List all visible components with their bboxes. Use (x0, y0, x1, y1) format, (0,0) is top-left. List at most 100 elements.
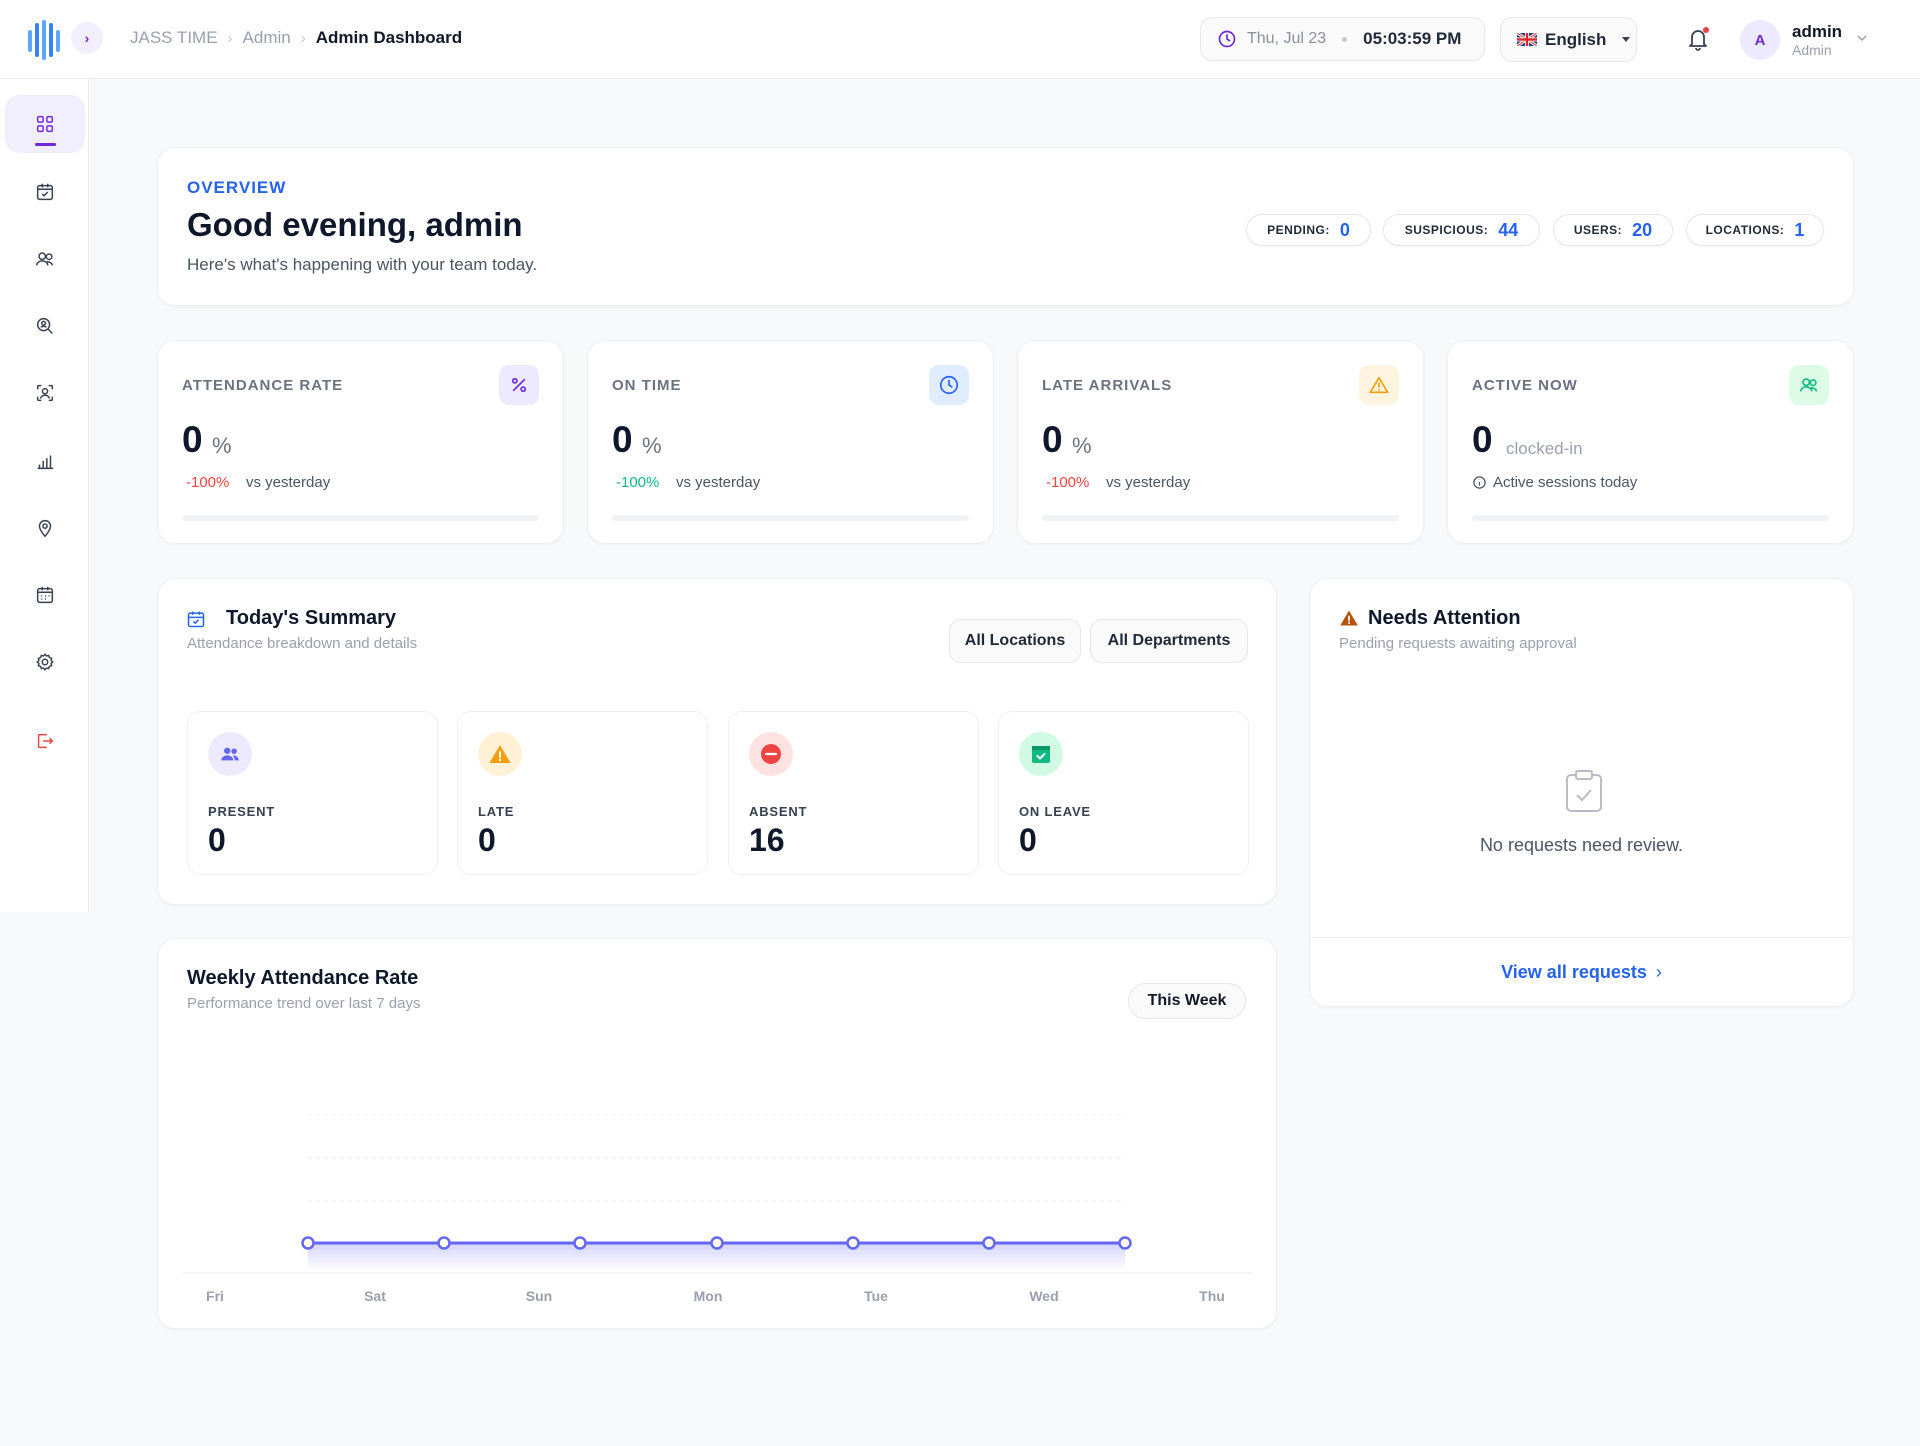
view-all-requests-link[interactable]: View all requests › (1310, 962, 1853, 983)
stat-value: 0 (612, 419, 633, 460)
data-point[interactable] (710, 1236, 724, 1250)
pill-value: 1 (1794, 219, 1805, 240)
minus-circle-icon (749, 732, 793, 776)
chevron-down-icon[interactable] (1856, 32, 1868, 44)
pill-value: 0 (1339, 219, 1350, 240)
notification-badge (1703, 27, 1709, 33)
sidebar-item-search[interactable] (5, 297, 85, 355)
stat-comparison: vs yesterday (676, 474, 761, 491)
page-subtitle: Here's what's happening with your team t… (187, 255, 538, 274)
app-logo-icon[interactable] (26, 20, 62, 60)
data-point[interactable] (437, 1236, 451, 1250)
todays-summary-card: Today's Summary Attendance breakdown and… (157, 578, 1277, 905)
section-subtitle: Attendance breakdown and details (187, 635, 418, 652)
weekly-attendance-card: Weekly Attendance Rate Performance trend… (157, 938, 1277, 1329)
active-now-card: ACTIVE NOW 0 clocked-in Active sessions … (1447, 340, 1854, 544)
user-name[interactable]: admin (1792, 22, 1843, 41)
warning-icon (1359, 365, 1399, 405)
on-time-card: ON TIME 0 % -100% vs yesterday (587, 340, 994, 544)
absent-summary-tile[interactable]: ABSENT 16 (728, 711, 979, 875)
x-tick-label: Tue (864, 1288, 888, 1304)
warning-icon (1340, 610, 1358, 626)
series-area (308, 1243, 1125, 1271)
breadcrumb-item[interactable]: JASS TIME (130, 28, 218, 47)
notification-bell-icon[interactable] (1686, 26, 1710, 52)
pill-value: 20 (1632, 219, 1653, 240)
stat-unit: % (212, 433, 232, 458)
breadcrumb-current: Admin Dashboard (315, 28, 463, 47)
overview-tag: OVERVIEW (187, 178, 287, 197)
sidebar-item-dashboard[interactable] (5, 95, 85, 153)
avatar[interactable]: A (1740, 20, 1780, 60)
tile-value: 16 (749, 822, 785, 858)
location-filter-button[interactable]: All Locations (949, 619, 1081, 663)
percent-icon (499, 365, 539, 405)
sidebar-item-reports[interactable] (5, 432, 85, 490)
pending-count-badge[interactable]: PENDING: 0 (1246, 214, 1371, 246)
on-leave-summary-tile[interactable]: ON LEAVE 0 (998, 711, 1249, 875)
divider (1310, 937, 1853, 938)
search-user-icon (36, 317, 53, 334)
weekly-attendance-chart: Fri Sat Sun Mon Tue Wed Thu (183, 1114, 1253, 1304)
top-bar: › JASS TIME › Admin › Admin Dashboard Th… (0, 0, 1920, 79)
overview-card: OVERVIEW Good evening, admin Here's what… (157, 147, 1854, 306)
tile-value: 0 (1019, 822, 1037, 858)
page-title: Good evening, admin (187, 206, 523, 243)
logout-button[interactable] (5, 712, 85, 770)
tile-value: 0 (208, 822, 226, 858)
stat-info: Active sessions today (1472, 474, 1637, 491)
sidebar-item-face-id[interactable] (5, 364, 85, 422)
uk-flag-icon (1517, 33, 1537, 46)
locations-count-badge[interactable]: LOCATIONS: 1 (1686, 214, 1824, 246)
x-tick-label: Sat (364, 1288, 386, 1304)
progress-bar (1042, 515, 1399, 521)
language-selector[interactable]: English (1500, 17, 1637, 62)
sidebar (0, 79, 89, 912)
week-range-button[interactable]: This Week (1128, 983, 1246, 1019)
users-count-badge[interactable]: USERS: 20 (1553, 214, 1673, 246)
tile-label: PRESENT (208, 804, 276, 819)
data-point[interactable] (573, 1236, 587, 1250)
data-point[interactable] (982, 1236, 996, 1250)
data-point[interactable] (1118, 1236, 1132, 1250)
progress-bar (182, 515, 539, 521)
sidebar-item-schedule[interactable] (5, 566, 85, 624)
users-icon (36, 252, 54, 266)
sidebar-item-settings[interactable] (5, 633, 85, 691)
stat-unit: % (642, 433, 662, 458)
bar-chart-icon (37, 455, 54, 470)
section-title: Today's Summary (226, 607, 396, 629)
stat-value: 0 (1472, 419, 1493, 460)
warning-icon (478, 732, 522, 776)
late-arrivals-card: LATE ARRIVALS 0 % -100% vs yesterday (1017, 340, 1424, 544)
x-tick-label: Thu (1199, 1288, 1225, 1304)
clock-icon (1218, 30, 1236, 48)
calendar-grid-icon (36, 586, 54, 604)
clock-icon (929, 365, 969, 405)
stat-comparison: vs yesterday (1106, 474, 1191, 491)
sidebar-item-locations[interactable] (5, 499, 85, 557)
data-point[interactable] (301, 1236, 315, 1250)
pill-label: LOCATIONS: (1705, 223, 1785, 237)
stat-comparison: vs yesterday (246, 474, 331, 491)
chart-title: Weekly Attendance Rate (187, 967, 419, 989)
sidebar-item-attendance[interactable] (5, 163, 85, 221)
attendance-rate-card: ATTENDANCE RATE 0 % -100% vs yesterday (157, 340, 564, 544)
tile-label: ON LEAVE (1019, 804, 1091, 819)
language-label: English (1545, 29, 1607, 49)
late-summary-tile[interactable]: LATE 0 (457, 711, 708, 875)
breadcrumb-item[interactable]: Admin (242, 28, 291, 47)
suspicious-count-badge[interactable]: SUSPICIOUS: 44 (1383, 214, 1540, 246)
present-summary-tile[interactable]: PRESENT 0 (187, 711, 438, 875)
pill-label: PENDING: (1267, 223, 1330, 237)
sidebar-toggle-button[interactable]: › (71, 22, 103, 54)
chevron-right-icon: › (84, 30, 90, 46)
stat-unit: % (1072, 433, 1092, 458)
stat-title: ACTIVE NOW (1472, 377, 1578, 394)
data-point[interactable] (846, 1236, 860, 1250)
dashboard-grid-icon (36, 115, 54, 133)
tile-value: 0 (478, 822, 496, 858)
sidebar-item-users[interactable] (5, 230, 85, 288)
x-tick-label: Mon (694, 1288, 723, 1304)
department-filter-button[interactable]: All Departments (1090, 619, 1248, 663)
